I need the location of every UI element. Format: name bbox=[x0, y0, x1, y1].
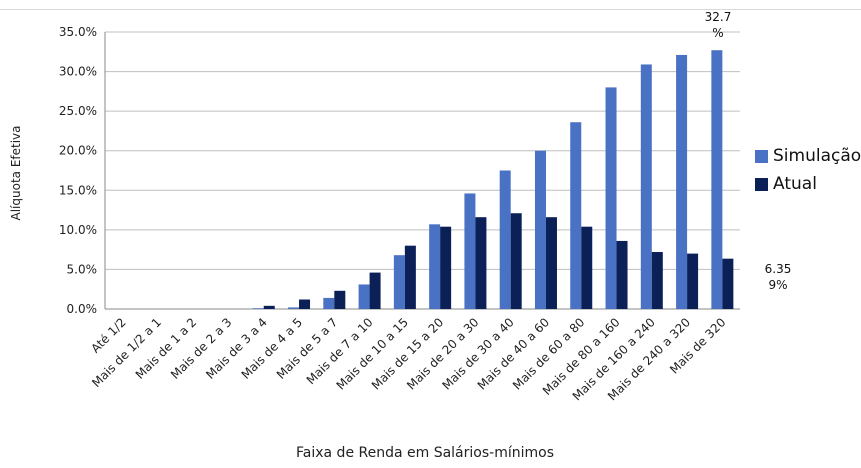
annotation-atual-last: 6.35 9% bbox=[758, 261, 798, 293]
y-tick-label: 35.0% bbox=[59, 25, 97, 39]
bar-simulacao bbox=[534, 150, 546, 309]
x-tick-label: Mais de 3 a 4 bbox=[203, 315, 270, 382]
bar-atual bbox=[263, 305, 275, 309]
bar-simulacao bbox=[570, 122, 582, 309]
bar-atual bbox=[687, 253, 699, 309]
legend: Simulação Atual bbox=[755, 142, 861, 198]
bar-simulacao bbox=[393, 255, 405, 309]
bar-atual bbox=[440, 226, 452, 309]
legend-item-simulacao: Simulação bbox=[755, 142, 861, 170]
bar-atual bbox=[722, 258, 734, 309]
bar-simulacao bbox=[640, 64, 652, 309]
bar-simulacao bbox=[429, 224, 441, 309]
legend-swatch-simulacao bbox=[755, 149, 768, 163]
bar-atual bbox=[510, 213, 522, 309]
legend-label-atual: Atual bbox=[773, 174, 817, 194]
legend-item-atual: Atual bbox=[755, 170, 861, 198]
annotation-simulacao-last: 32.7 % bbox=[700, 9, 736, 41]
x-tick-label: Mais de 5 a 7 bbox=[274, 315, 341, 382]
y-axis-label: Alíquota Efetiva bbox=[9, 126, 23, 221]
bar-atual bbox=[545, 217, 557, 309]
bar-simulacao bbox=[676, 54, 688, 309]
bar-atual bbox=[334, 290, 346, 309]
bar-simulacao bbox=[711, 50, 723, 310]
x-tick-label: Mais de 1 a 2 bbox=[133, 315, 200, 382]
bar-atual bbox=[581, 226, 593, 309]
x-tick-label: Mais de 2 a 3 bbox=[168, 315, 235, 382]
bar-simulacao bbox=[499, 170, 511, 309]
bar-atual bbox=[616, 240, 628, 309]
y-tick-label: 10.0% bbox=[59, 223, 97, 237]
bar-simulacao bbox=[323, 297, 335, 309]
bar-atual bbox=[404, 245, 416, 309]
bar-simulacao bbox=[605, 87, 617, 310]
annotation-atual-line2: 9% bbox=[768, 278, 788, 292]
y-tick-label: 20.0% bbox=[59, 144, 97, 158]
bar-atual bbox=[651, 252, 663, 309]
x-tick-label: Mais de 4 a 5 bbox=[239, 315, 306, 382]
x-axis-label: Faixa de Renda em Salários-mínimos bbox=[296, 445, 554, 461]
annotation-atual-line1: 6.35 bbox=[764, 262, 792, 276]
y-tick-label: 5.0% bbox=[67, 262, 98, 276]
annotation-simulacao-line1: 32.7 bbox=[704, 10, 732, 24]
bar-atual bbox=[299, 299, 311, 309]
bar-atual bbox=[369, 272, 381, 309]
y-tick-label: 0.0% bbox=[67, 302, 98, 316]
bar-simulacao bbox=[464, 193, 476, 309]
legend-label-simulacao: Simulação bbox=[773, 146, 861, 166]
bar-simulacao bbox=[358, 284, 370, 309]
bar-atual bbox=[475, 217, 487, 309]
y-tick-label: 25.0% bbox=[59, 104, 97, 118]
y-tick-label: 30.0% bbox=[59, 65, 97, 79]
bar-simulacao bbox=[252, 308, 264, 309]
legend-swatch-atual bbox=[755, 177, 768, 191]
annotation-simulacao-line2: % bbox=[712, 26, 724, 40]
bar-simulacao bbox=[288, 307, 300, 309]
top-border bbox=[0, 9, 861, 10]
y-tick-label: 15.0% bbox=[59, 183, 97, 197]
